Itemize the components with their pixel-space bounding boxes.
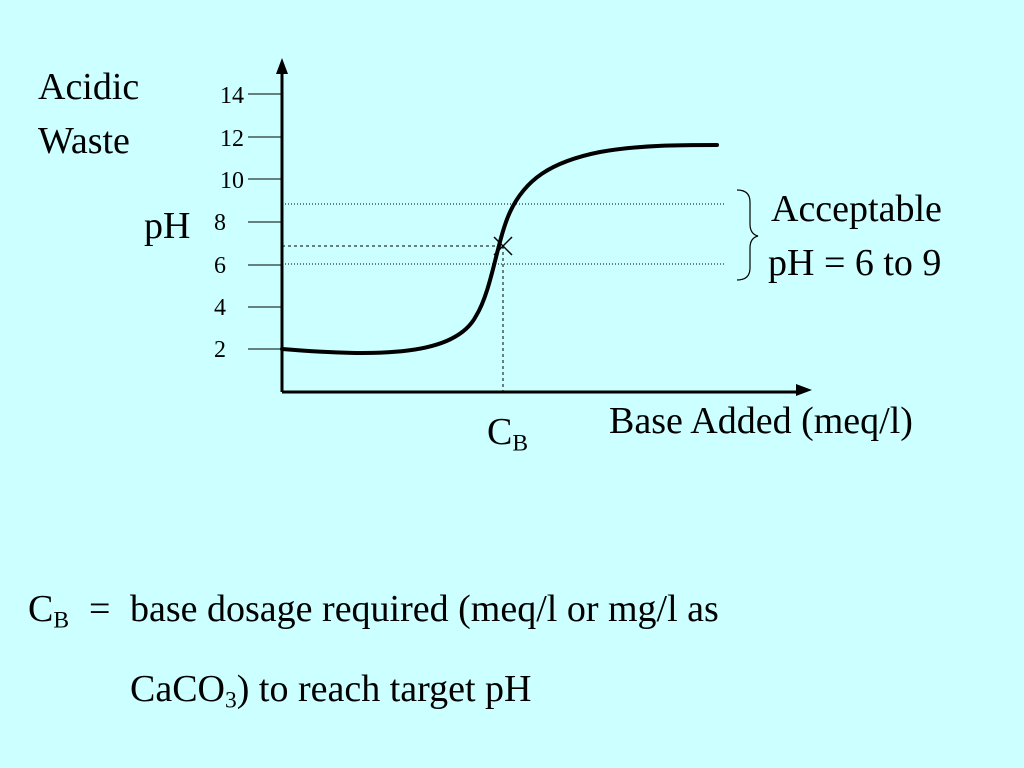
ytick-label: 8 (214, 210, 226, 236)
definition-line-2: CaCO3) to reach target pH (130, 668, 532, 714)
definition-line-1: base dosage required (meq/l or mg/l as (130, 588, 719, 630)
ytick-label: 10 (220, 168, 244, 194)
acceptable-range-brace (736, 189, 759, 281)
label-acidic: Acidic (38, 66, 140, 108)
definition-term: CB (28, 588, 70, 634)
titration-curve (280, 143, 719, 355)
acceptable-range-text: pH = 6 to 9 (768, 242, 942, 284)
definition-equals: = (89, 588, 111, 630)
x-axis-arrowhead (796, 384, 812, 396)
x-axis-label: Base Added (meq/l) (609, 400, 913, 442)
ytick-label: 2 (214, 337, 226, 363)
y-axis-label-ph: pH (144, 205, 191, 247)
ytick-label: 6 (214, 253, 226, 279)
label-waste: Waste (38, 120, 130, 162)
ytick-label: 4 (214, 295, 226, 321)
cb-label: CB (487, 411, 529, 457)
y-axis-arrowhead (276, 58, 288, 74)
ytick-label: 12 (220, 126, 244, 152)
ytick-label: 14 (220, 83, 244, 109)
cb-marker (493, 236, 513, 256)
acceptable-label: Acceptable (771, 188, 942, 230)
